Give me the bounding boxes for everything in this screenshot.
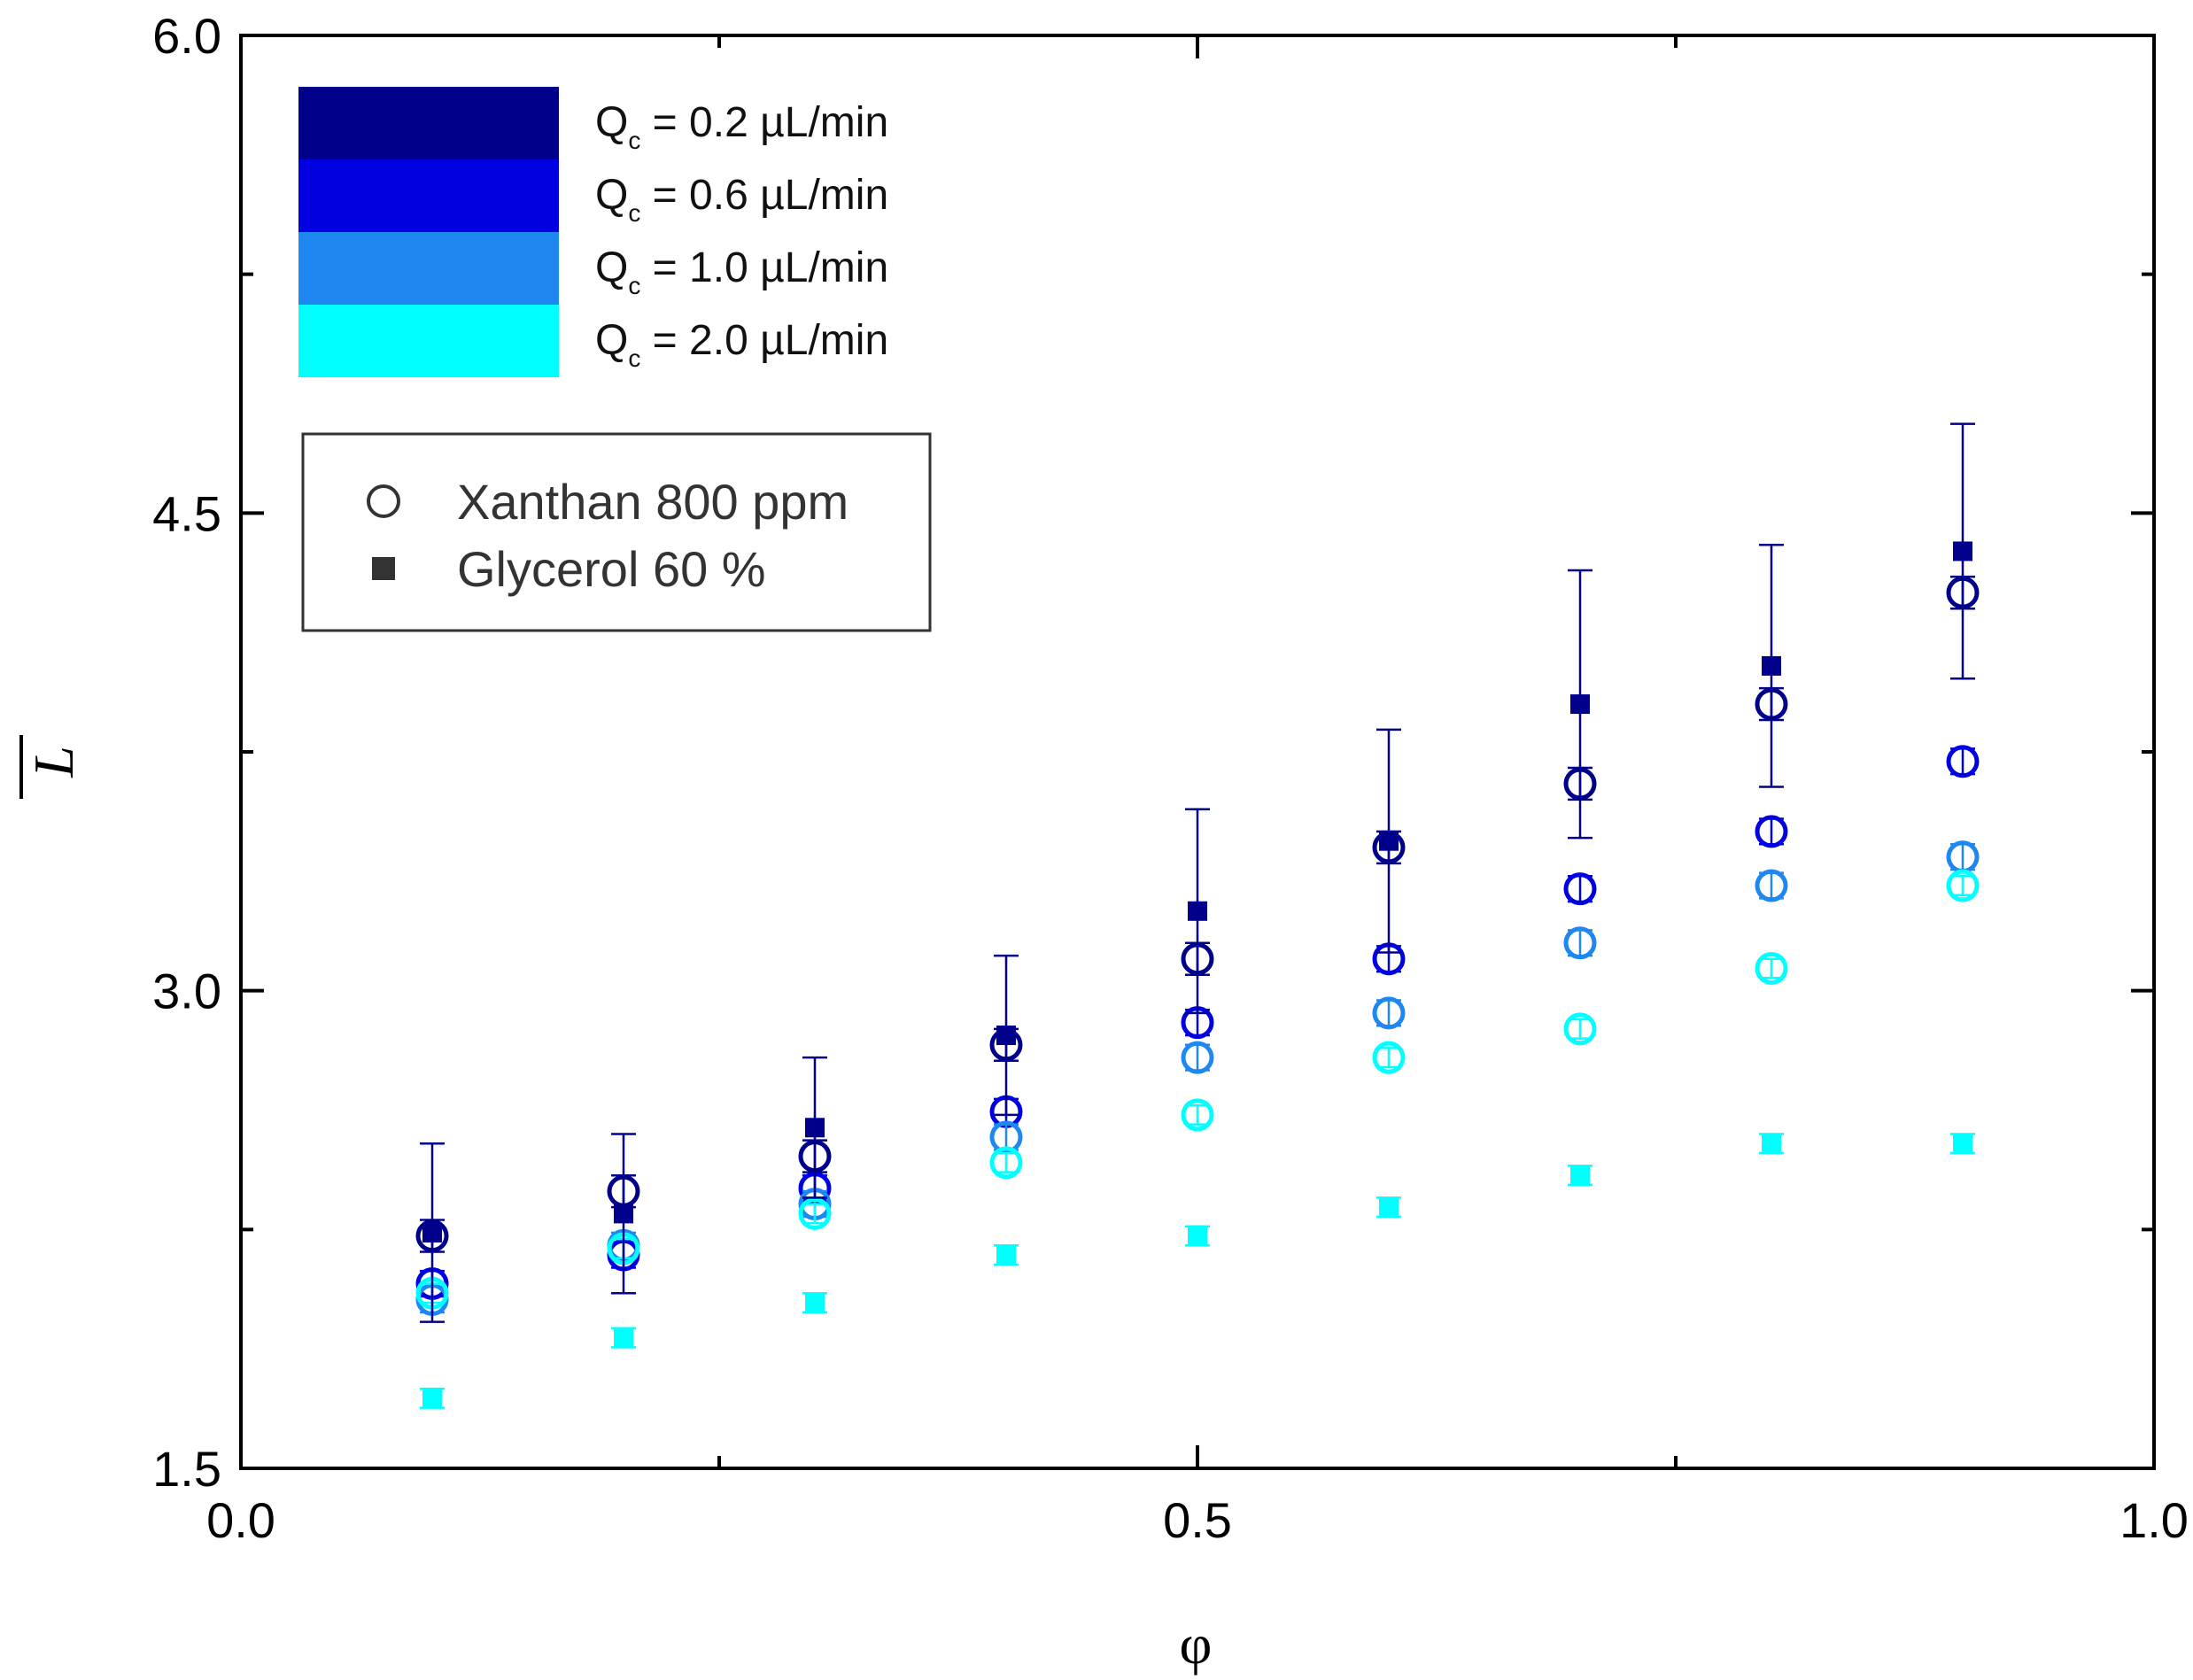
legend-swatch bbox=[298, 159, 559, 232]
legend-swatch bbox=[298, 305, 559, 377]
legend-label: Qc = 1.0 µL/min bbox=[595, 244, 888, 299]
marker-legend-label: Xanthan 800 ppm bbox=[457, 474, 849, 530]
data-point bbox=[996, 1245, 1016, 1266]
data-point bbox=[1563, 872, 1597, 906]
data-point bbox=[1953, 1134, 1972, 1154]
data-point bbox=[1755, 951, 1788, 985]
data-point bbox=[805, 1293, 825, 1313]
data-point bbox=[1762, 1134, 1781, 1154]
data-point bbox=[1372, 1041, 1406, 1074]
data-point bbox=[1946, 745, 1980, 778]
axes: 0.0 0.5 1.0 1.5 3.0 4.5 6.0 bbox=[152, 8, 2189, 1548]
data-point bbox=[1755, 815, 1788, 848]
data-point bbox=[1188, 1226, 1207, 1246]
legend-label: Qc = 2.0 µL/min bbox=[595, 317, 888, 372]
data-point bbox=[989, 1120, 1023, 1154]
y-tick-label: 3.0 bbox=[152, 964, 221, 1019]
data-point bbox=[1570, 694, 1590, 715]
y-tick-label: 1.5 bbox=[152, 1441, 221, 1497]
marker-legend-box bbox=[301, 432, 932, 632]
data-point bbox=[1563, 1012, 1597, 1046]
legend-marker-circle bbox=[367, 484, 400, 518]
y-tick-label: 6.0 bbox=[152, 8, 221, 64]
data-point bbox=[1563, 926, 1597, 960]
series-glycerol-qc-2-0 bbox=[420, 1133, 1975, 1409]
data-point bbox=[798, 1196, 832, 1230]
data-point bbox=[1181, 1041, 1214, 1074]
data-point bbox=[1946, 869, 1980, 902]
x-axis-title: φ bbox=[1180, 1613, 1213, 1676]
data-point bbox=[1181, 1098, 1214, 1132]
data-point bbox=[996, 1026, 1016, 1046]
legend-swatch bbox=[298, 87, 559, 159]
data-point bbox=[1379, 1197, 1399, 1218]
x-tick-label: 1.0 bbox=[2119, 1492, 2189, 1548]
data-point bbox=[1188, 901, 1207, 921]
data-point bbox=[1755, 869, 1788, 902]
x-tick-label: 0.5 bbox=[1163, 1492, 1232, 1548]
legend-label: Qc = 0.6 µL/min bbox=[595, 172, 888, 227]
x-tick-label: 0.0 bbox=[206, 1492, 275, 1548]
y-axis-title-group: L bbox=[19, 735, 85, 799]
data-point bbox=[1762, 655, 1781, 676]
series-glycerol-qc-0-2 bbox=[420, 422, 1975, 1323]
data-point bbox=[1379, 831, 1399, 851]
data-point bbox=[614, 1328, 633, 1348]
data-point bbox=[1953, 541, 1972, 561]
legend: Qc = 0.2 µL/min Qc = 0.6 µL/min Qc = 1.0 µ… bbox=[298, 87, 932, 632]
data-point bbox=[805, 1118, 825, 1138]
data-point bbox=[422, 1222, 442, 1243]
legend-label: Qc = 0.2 µL/min bbox=[595, 99, 888, 154]
legend-swatch bbox=[298, 232, 559, 305]
data-point bbox=[422, 1388, 442, 1408]
legend-marker-square bbox=[372, 557, 395, 580]
data-point bbox=[1570, 1165, 1590, 1186]
data-point bbox=[614, 1204, 633, 1224]
y-axis-title: L bbox=[22, 746, 85, 778]
plot-area bbox=[415, 422, 1980, 1409]
data-point bbox=[989, 1146, 1023, 1180]
marker-legend-label: Glycerol 60 % bbox=[457, 541, 766, 597]
data-point bbox=[1372, 996, 1406, 1030]
y-tick-label: 4.5 bbox=[152, 485, 221, 541]
